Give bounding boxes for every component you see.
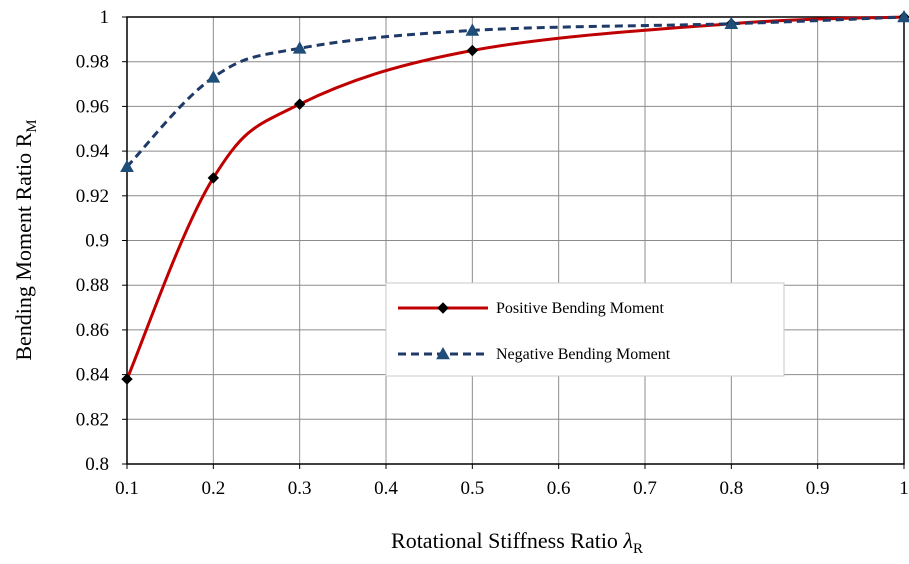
data-point-marker	[466, 44, 479, 57]
data-point-marker	[207, 172, 220, 184]
series-line	[125, 15, 905, 168]
x-tick-label: 0.8	[719, 478, 743, 499]
data-point-marker	[293, 98, 306, 110]
legend-marker	[437, 302, 449, 314]
x-tick-label: 0.3	[288, 478, 312, 499]
series-negative-bending-moment	[120, 9, 909, 173]
y-axis-title-main: Bending Moment Ratio R	[11, 132, 36, 360]
x-tick-label: 0.1	[115, 478, 139, 499]
series-layer	[120, 9, 909, 385]
y-tick-label: 0.92	[76, 186, 109, 207]
x-tick-label: 0.5	[460, 478, 484, 499]
data-point-marker	[724, 16, 739, 30]
data-point-marker	[465, 23, 480, 36]
legend-label: Negative Bending Moment	[496, 346, 671, 363]
data-point-marker	[292, 41, 307, 54]
y-tick-label: 1	[100, 7, 110, 28]
x-tick-label: 0.7	[633, 478, 657, 499]
x-axis-title-symbol: λ	[622, 528, 633, 553]
y-axis-title-subscript: M	[24, 119, 40, 132]
x-axis-title-subscript: R	[633, 541, 643, 557]
x-tick-label: 0.6	[547, 478, 571, 499]
data-point-marker	[121, 373, 133, 385]
legend-label: Positive Bending Moment	[496, 300, 665, 317]
y-tick-label: 0.84	[76, 365, 110, 386]
y-tick-label: 0.98	[76, 52, 109, 73]
x-tick-label: 0.4	[374, 478, 398, 499]
y-axis-title: Bending Moment Ratio RM	[11, 119, 40, 360]
tick-labels: 0.1 0.2 0.3 0.4 0.5 0.6 0.7 0.8 0.9 1 0.8 0.82 0.84 0…	[76, 7, 909, 499]
y-tick-label: 0.9	[85, 231, 109, 252]
data-point-marker	[897, 9, 909, 23]
legend-box	[385, 282, 785, 377]
y-tick-label: 0.88	[76, 275, 109, 296]
y-tick-label: 0.86	[76, 320, 109, 341]
legend: Positive Bending Moment Negative Bending …	[385, 282, 785, 377]
legend-marker	[436, 346, 450, 360]
data-point-marker	[206, 70, 221, 83]
data-point-marker	[120, 159, 134, 173]
grid	[122, 16, 905, 469]
x-tick-label: 0.9	[806, 478, 830, 499]
y-tick-label: 0.82	[76, 409, 109, 430]
y-tick-label: 0.8	[85, 454, 109, 475]
plot-area-border	[126, 16, 905, 465]
x-tick-label: 0.2	[201, 478, 225, 499]
x-tick-label: 1	[899, 478, 909, 499]
y-tick-label: 0.96	[76, 96, 109, 117]
series-line	[125, 15, 905, 380]
x-axis-title-main: Rotational Stiffness Ratio	[391, 528, 623, 553]
x-axis-title: Rotational Stiffness Ratio λR	[391, 528, 643, 557]
y-tick-label: 0.94	[76, 141, 110, 162]
